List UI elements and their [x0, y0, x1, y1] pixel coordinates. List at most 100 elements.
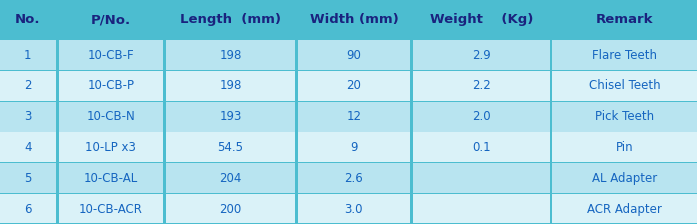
Bar	[56, 133, 59, 162]
Text: Remark: Remark	[596, 13, 654, 26]
Text: Weight    (Kg): Weight (Kg)	[429, 13, 533, 26]
Text: 2: 2	[24, 79, 31, 92]
Bar	[298, 102, 411, 132]
Text: No.: No.	[15, 13, 40, 26]
Text: 90: 90	[346, 49, 361, 62]
Bar	[0, 101, 697, 102]
Bar	[553, 71, 697, 101]
Bar	[550, 40, 553, 70]
Bar	[411, 133, 413, 162]
Text: 0.1: 0.1	[472, 141, 491, 154]
Bar	[56, 102, 59, 132]
Bar	[0, 194, 56, 224]
Bar	[411, 194, 413, 224]
Text: 54.5: 54.5	[217, 141, 243, 154]
Bar	[553, 40, 697, 70]
Bar	[163, 133, 166, 162]
Bar	[298, 194, 411, 224]
Bar	[298, 71, 411, 101]
Bar	[0, 0, 56, 39]
Bar	[295, 163, 298, 193]
Bar	[413, 133, 550, 162]
Text: Pick Teeth: Pick Teeth	[595, 110, 654, 123]
Bar	[295, 102, 298, 132]
Bar	[298, 163, 411, 193]
Bar	[59, 194, 163, 224]
Bar	[411, 102, 413, 132]
Text: 198: 198	[220, 49, 242, 62]
Bar	[56, 0, 59, 39]
Text: 10-CB-F: 10-CB-F	[88, 49, 135, 62]
Text: 20: 20	[346, 79, 361, 92]
Text: AL Adapter: AL Adapter	[592, 172, 657, 185]
Bar	[550, 194, 553, 224]
Bar	[413, 71, 550, 101]
Bar	[0, 193, 697, 194]
Text: 3.0: 3.0	[344, 202, 363, 215]
Text: 10-CB-P: 10-CB-P	[87, 79, 135, 92]
Bar	[59, 102, 163, 132]
Bar	[295, 71, 298, 101]
Text: P/No.: P/No.	[91, 13, 131, 26]
Bar	[56, 194, 59, 224]
Text: 3: 3	[24, 110, 31, 123]
Bar	[163, 102, 166, 132]
Bar	[56, 71, 59, 101]
Bar	[59, 163, 163, 193]
Text: Length  (mm): Length (mm)	[180, 13, 281, 26]
Text: 2.0: 2.0	[472, 110, 491, 123]
Text: 1: 1	[24, 49, 31, 62]
Bar	[166, 40, 295, 70]
Bar	[295, 133, 298, 162]
Bar	[411, 40, 413, 70]
Text: 4: 4	[24, 141, 31, 154]
Bar	[413, 40, 550, 70]
Text: 5: 5	[24, 172, 31, 185]
Bar	[413, 194, 550, 224]
Text: 193: 193	[220, 110, 242, 123]
Text: 10-CB-AL: 10-CB-AL	[84, 172, 138, 185]
Bar	[163, 0, 166, 39]
Bar	[411, 0, 413, 39]
Bar	[295, 194, 298, 224]
Text: 200: 200	[220, 202, 242, 215]
Bar	[166, 133, 295, 162]
Text: 12: 12	[346, 110, 361, 123]
Bar	[553, 133, 697, 162]
Bar	[0, 39, 697, 40]
Bar	[59, 71, 163, 101]
Text: ACR Adapter: ACR Adapter	[588, 202, 662, 215]
Bar	[550, 163, 553, 193]
Bar	[298, 0, 411, 39]
Bar	[413, 163, 550, 193]
Text: 10-CB-N: 10-CB-N	[86, 110, 135, 123]
Bar	[295, 40, 298, 70]
Bar	[298, 40, 411, 70]
Bar	[413, 102, 550, 132]
Text: Width (mm): Width (mm)	[309, 13, 398, 26]
Bar	[0, 133, 56, 162]
Bar	[550, 0, 553, 39]
Text: Chisel Teeth: Chisel Teeth	[589, 79, 661, 92]
Bar	[0, 71, 56, 101]
Bar	[298, 133, 411, 162]
Bar	[411, 71, 413, 101]
Bar	[413, 0, 550, 39]
Bar	[553, 163, 697, 193]
Bar	[59, 0, 163, 39]
Bar	[163, 71, 166, 101]
Bar	[411, 163, 413, 193]
Bar	[553, 0, 697, 39]
Text: 2.6: 2.6	[344, 172, 363, 185]
Bar	[59, 40, 163, 70]
Text: 6: 6	[24, 202, 31, 215]
Bar	[553, 194, 697, 224]
Bar	[0, 0, 697, 39]
Text: Pin: Pin	[616, 141, 634, 154]
Bar	[166, 163, 295, 193]
Bar	[59, 133, 163, 162]
Bar	[0, 40, 56, 70]
Bar	[550, 102, 553, 132]
Bar	[163, 163, 166, 193]
Bar	[163, 40, 166, 70]
